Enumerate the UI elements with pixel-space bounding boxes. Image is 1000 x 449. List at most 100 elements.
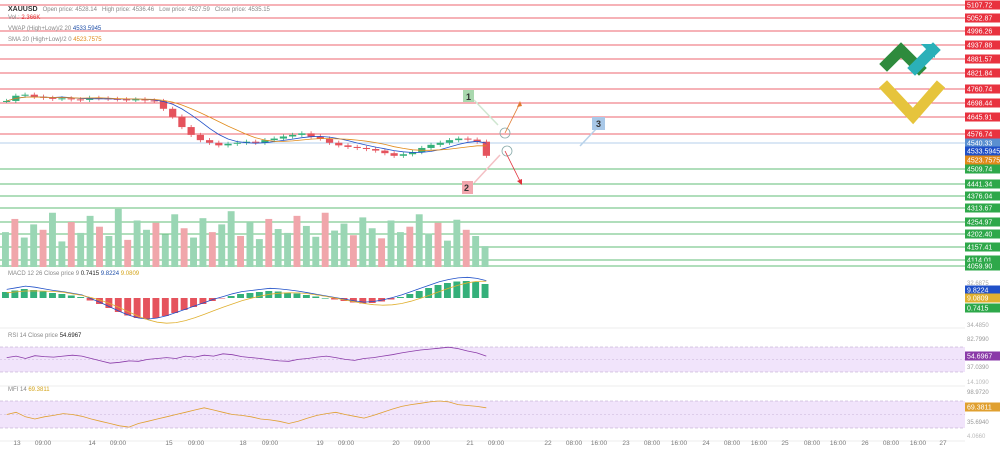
volume-bar	[2, 232, 9, 267]
support-tag: 4114.01	[967, 258, 992, 265]
price-tag: 4523.7575	[967, 158, 1000, 165]
candle-body	[132, 99, 140, 101]
volume-header: Vol.: 2.366K	[8, 15, 40, 21]
price-tag-bg	[965, 261, 1000, 271]
volume-bar	[86, 215, 94, 267]
candle-body	[178, 116, 186, 128]
volume-bar	[321, 212, 329, 267]
volume-bar	[387, 220, 395, 267]
resistance-tag: 4698.44	[967, 101, 992, 108]
sma-value: 4523.7575	[73, 37, 102, 43]
macd-histogram-bar	[349, 298, 357, 303]
macd-histogram-bar	[49, 293, 56, 298]
volume-bar	[434, 222, 442, 267]
price-tag: 4059.90	[967, 264, 992, 271]
volume-bar	[255, 239, 263, 267]
oscillator-tag-bg	[965, 351, 1000, 361]
x-tick-label: 18	[239, 440, 247, 447]
volume-bar	[368, 228, 376, 267]
resistance-tag-bg	[965, 112, 1000, 122]
candle-body	[67, 98, 75, 100]
macd-histogram-bar	[124, 298, 132, 316]
x-tick-label: 20	[392, 440, 400, 447]
macd-histogram-bar	[359, 298, 367, 304]
macd-histogram-bar	[114, 298, 122, 312]
x-tick-label: 09:00	[338, 440, 355, 447]
support-tag: 4376.04	[967, 194, 992, 201]
macd-histogram-bar	[312, 296, 320, 298]
macd-histogram-bar	[11, 290, 19, 298]
x-tick-label: 14	[88, 440, 96, 447]
candle-body	[307, 133, 315, 137]
candle-body	[436, 142, 444, 145]
candle-body	[279, 136, 288, 139]
candle-body	[455, 138, 463, 141]
symbol-name: XAUUSD	[8, 6, 38, 13]
resistance-tag: 5052.87	[967, 16, 992, 23]
volume-bar	[124, 239, 132, 267]
resistance-tag-bg	[965, 84, 1000, 94]
close-label: Close price:	[214, 7, 247, 13]
volume-bar	[293, 215, 301, 267]
annotation-label-3: 3	[596, 119, 601, 129]
candle-body	[122, 99, 131, 101]
volume-bar	[49, 212, 56, 267]
macd-histogram-bar	[199, 298, 207, 304]
candle-body	[353, 146, 361, 148]
high-label: High price:	[102, 7, 131, 13]
price-tag-bg	[965, 155, 1000, 165]
volume-bar	[190, 237, 197, 267]
candle-body	[372, 149, 380, 151]
volume-bar	[171, 214, 179, 267]
mfi-header: MFI 14 69.3811	[8, 387, 50, 393]
volume-bar	[425, 233, 433, 267]
resistance-tag: 4937.88	[967, 43, 992, 50]
rsi-panel: 82.7990 37.0390 14.1090	[0, 337, 989, 387]
volume-bar	[246, 222, 254, 267]
high-value: 4536.46	[132, 7, 155, 13]
support-tag-bg	[965, 217, 1000, 227]
macd-histogram-bar	[331, 298, 339, 300]
x-tick-label: 08:00	[883, 440, 900, 447]
volume-bar	[462, 229, 470, 267]
macd-tag-bg	[965, 285, 1000, 295]
resistance-tag: 4821.84	[967, 71, 992, 78]
volume-bar	[265, 218, 273, 267]
x-tick-label: 08:00	[724, 440, 741, 447]
x-tick-label: 26	[861, 440, 869, 447]
x-tick-label: 19	[316, 440, 324, 447]
macd-value-3: 9.0809	[120, 271, 140, 277]
close-value: 4535.15	[248, 7, 270, 13]
x-tick-label: 25	[781, 440, 789, 447]
candle-body	[215, 142, 223, 146]
x-tick-label: 09:00	[262, 440, 279, 447]
macd-histogram-bar	[293, 293, 301, 298]
price-tag: 4540.33	[967, 141, 992, 148]
macd-axis-label: 34.4850	[967, 323, 989, 329]
x-tick-label: 09:00	[414, 440, 431, 447]
volume-bar	[11, 218, 19, 267]
macd-histogram-bar	[368, 298, 376, 303]
macd-histogram-bar	[86, 298, 94, 301]
mfi-value: 69.3811	[28, 387, 50, 393]
macd-histogram-bar	[321, 298, 329, 299]
volume-bar	[406, 226, 414, 267]
volume-bar	[237, 236, 244, 267]
x-tick-label: 21	[466, 440, 474, 447]
macd-histogram-bar	[161, 298, 169, 316]
up-arrow-head	[517, 101, 522, 107]
candle-body	[159, 100, 168, 109]
oscillator-tick: 35.6940	[967, 420, 989, 426]
open-value: 4528.14	[75, 7, 97, 13]
candle-body	[49, 97, 57, 99]
horizontal-level-lines	[0, 4, 965, 267]
rsi-label: RSI 14 Close price	[8, 333, 59, 339]
oscillator-tag-bg	[965, 402, 1000, 412]
volume-bar	[340, 223, 348, 267]
x-tick-label: 16:00	[830, 440, 847, 447]
macd-tag-bg	[965, 293, 1000, 303]
support-tag-bg	[965, 191, 1000, 201]
volume-bar	[30, 224, 38, 267]
resistance-tag: 4996.26	[967, 29, 992, 36]
